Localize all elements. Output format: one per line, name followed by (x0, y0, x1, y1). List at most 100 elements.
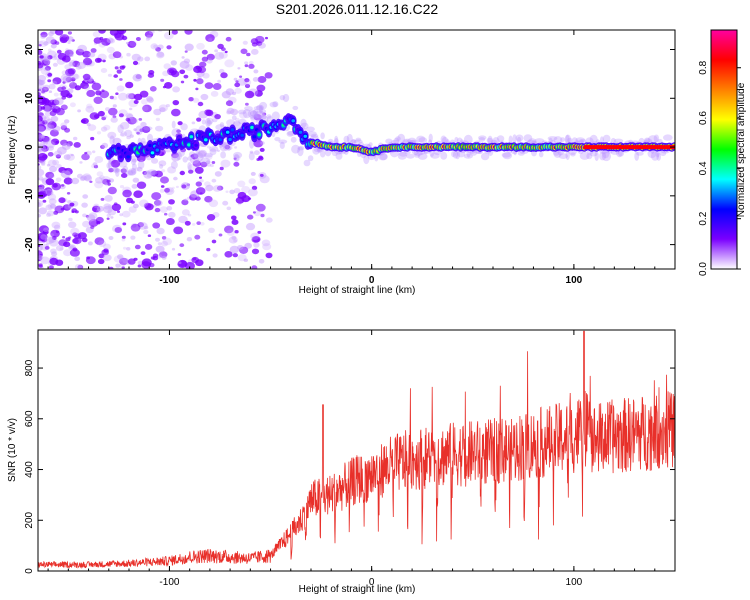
noise-blob (244, 242, 252, 249)
noise-blob (68, 217, 73, 222)
noise-blob (112, 51, 122, 59)
noise-blob (119, 263, 126, 268)
haze-blob (143, 126, 153, 131)
noise-blob (94, 57, 102, 63)
noise-blob (244, 78, 250, 83)
haze-blob (131, 167, 136, 174)
noise-blob (155, 47, 162, 52)
noise-blob (248, 197, 252, 200)
noise-blob (38, 145, 47, 152)
noise-blob (93, 203, 100, 209)
noise-blob (143, 229, 149, 235)
noise-blob (234, 230, 239, 234)
noise-blob (251, 236, 260, 243)
haze-blob (233, 153, 240, 162)
haze-blob (206, 120, 213, 126)
noise-blob (38, 92, 41, 97)
noise-blob (233, 120, 241, 127)
y-tick-label: 600 (24, 410, 35, 427)
noise-blob (233, 239, 238, 243)
noise-blob (45, 171, 55, 179)
noise-blob (199, 179, 204, 183)
ridge-cell-core (291, 119, 296, 123)
noise-blob (46, 210, 55, 217)
noise-blob (111, 203, 122, 211)
noise-blob (196, 78, 204, 85)
noise-blob (38, 255, 44, 260)
y-tick-label: 20 (24, 44, 35, 56)
haze-blob (508, 135, 513, 144)
noise-blob (68, 61, 75, 67)
haze-blob (125, 170, 134, 176)
noise-blob (45, 140, 56, 149)
noise-blob (55, 107, 65, 116)
noise-blob (102, 59, 106, 63)
haze-blob (303, 159, 311, 167)
haze-blob (278, 139, 288, 144)
spectrogram-y-axis-label: Frequency (Hz) (7, 116, 18, 185)
noise-blob (214, 49, 219, 53)
haze-blob (212, 118, 218, 123)
noise-blob (184, 30, 193, 35)
noise-blob (253, 242, 260, 248)
noise-blob (141, 105, 149, 111)
noise-blob (232, 253, 238, 258)
haze-blob (363, 154, 370, 165)
noise-blob (72, 237, 82, 245)
noise-blob (129, 40, 137, 47)
haze-blob (478, 135, 487, 140)
noise-blob (60, 122, 68, 128)
haze-blob (115, 168, 120, 177)
noise-blob (125, 112, 133, 119)
noise-blob (200, 161, 208, 168)
noise-blob (47, 55, 53, 60)
noise-blob (142, 104, 152, 113)
haze-blob (517, 151, 525, 156)
noise-blob (251, 48, 259, 55)
noise-blob (205, 154, 213, 161)
noise-blob (53, 224, 61, 230)
noise-blob (195, 187, 206, 195)
noise-blob (47, 159, 57, 167)
noise-blob (65, 48, 69, 51)
noise-blob (234, 82, 241, 88)
haze-blob (242, 109, 251, 119)
haze-blob (176, 147, 186, 157)
noise-blob (101, 249, 109, 256)
noise-blob (178, 261, 182, 265)
noise-blob (49, 203, 57, 209)
noise-blob (82, 194, 89, 199)
noise-blob (43, 55, 51, 62)
colorbar-tick-label: 0.0 (698, 262, 709, 276)
haze-blob (300, 118, 307, 128)
noise-blob (67, 41, 71, 44)
snr-series-line (38, 330, 675, 570)
noise-blob (237, 180, 246, 188)
noise-blob (62, 75, 72, 84)
noise-blob (69, 81, 74, 85)
noise-blob (214, 114, 221, 120)
haze-blob (130, 155, 137, 166)
noise-blob (173, 226, 184, 235)
haze-blob (259, 109, 267, 114)
noise-blob (155, 245, 165, 253)
haze-blob (480, 152, 490, 161)
noise-blob (164, 187, 171, 193)
colorbar-tick-label: 0.6 (698, 111, 709, 125)
noise-blob (46, 212, 51, 217)
haze-blob (456, 149, 466, 158)
haze-blob (570, 152, 576, 157)
haze-blob (171, 120, 176, 129)
noise-blob (121, 173, 128, 178)
noise-blob (262, 243, 272, 251)
noise-blob (96, 131, 102, 135)
haze-blob (135, 125, 143, 136)
noise-blob (50, 138, 60, 146)
noise-blob (201, 56, 209, 62)
noise-blob (51, 221, 61, 229)
noise-blob (163, 63, 171, 70)
noise-blob (86, 214, 96, 222)
noise-blob (100, 197, 105, 201)
haze-blob (226, 145, 232, 151)
noise-blob (41, 90, 45, 94)
